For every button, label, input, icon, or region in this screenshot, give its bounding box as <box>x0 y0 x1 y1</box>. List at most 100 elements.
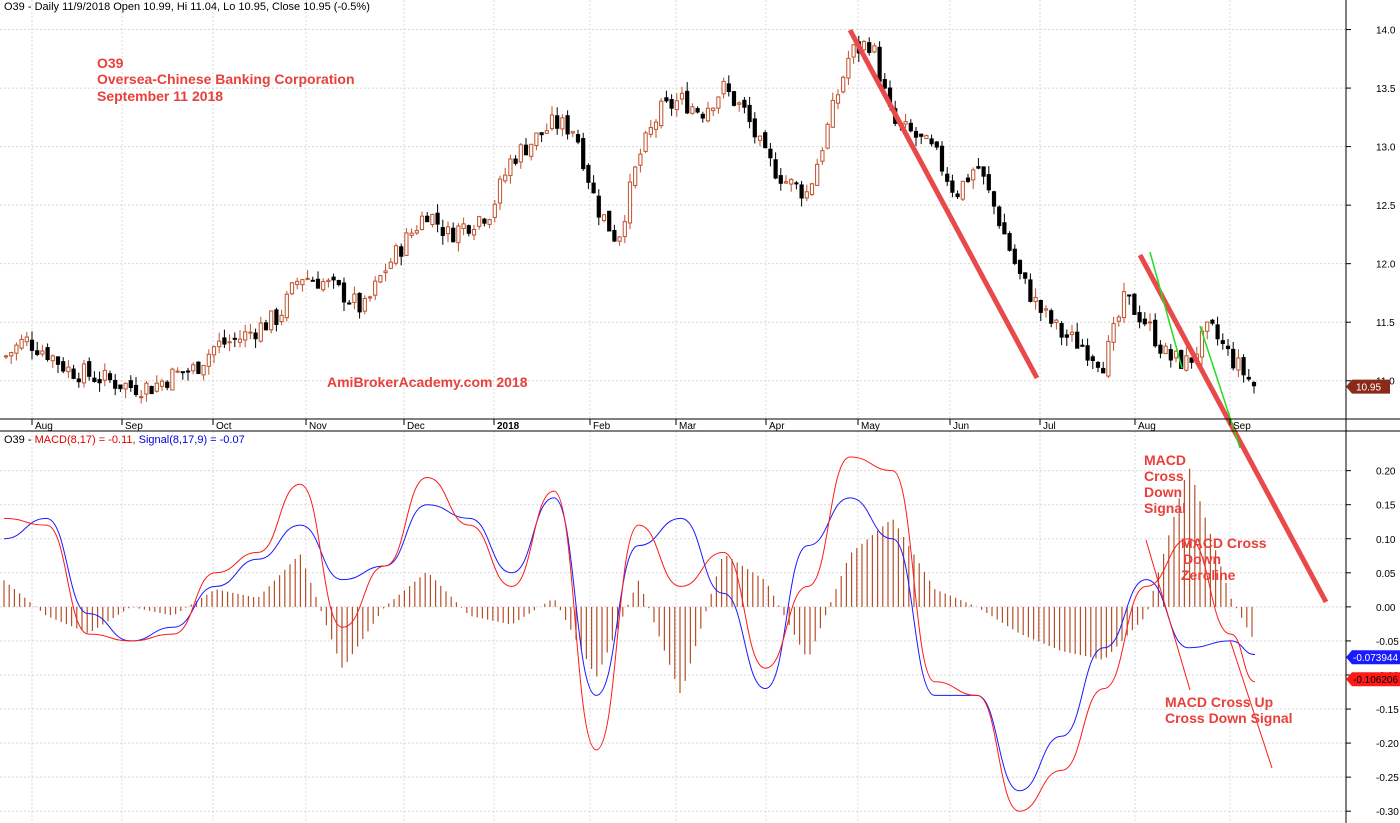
candle-body <box>87 361 92 377</box>
candle-body <box>310 279 315 282</box>
candle-body <box>237 338 243 343</box>
signal-header-label: Signal(8,17,9) = -0.07 <box>138 434 245 446</box>
candle-body <box>1028 279 1033 302</box>
candle-body <box>92 377 97 382</box>
candle-body <box>367 296 373 299</box>
x-tick-label: Oct <box>216 421 232 432</box>
candle-body <box>591 182 596 194</box>
candle-body <box>357 292 362 313</box>
candle-body <box>305 277 310 280</box>
candle-body <box>81 363 87 384</box>
candle-body <box>789 178 794 185</box>
candle-body <box>1241 357 1246 376</box>
candle-body <box>1059 323 1064 338</box>
candle-body <box>596 195 601 218</box>
candle-body <box>1075 331 1080 349</box>
candle-body <box>622 221 627 238</box>
candle-body <box>1043 308 1049 311</box>
candle-body <box>45 347 50 360</box>
candle-body <box>451 227 456 243</box>
macd-histogram <box>3 468 1253 694</box>
x-tick-label: Nov <box>309 421 327 432</box>
macd-cross-up-annotation: MACD Cross Up Cross Down Signal <box>1165 694 1293 726</box>
candle-body <box>393 245 399 264</box>
x-tick-label: 2018 <box>497 421 520 432</box>
candle-body <box>841 76 846 93</box>
annotation-line: Zeroline <box>1181 567 1236 583</box>
x-axis-labels: Aug Sep Oct Nov Dec 2018 Feb Mar Apr May Jun Jul Aug… <box>31 419 1251 432</box>
candle-body <box>971 169 976 181</box>
candle-body <box>778 175 783 184</box>
candle-body <box>76 378 81 383</box>
candle-body <box>24 336 29 343</box>
candle-body <box>378 275 383 283</box>
candle-body <box>757 135 763 141</box>
candle-body <box>331 276 336 281</box>
candle-body <box>9 352 14 357</box>
candle-body <box>248 331 253 334</box>
candle-body <box>456 225 461 244</box>
candle-body <box>1023 272 1028 279</box>
candle-body <box>1054 319 1059 323</box>
candle-body <box>159 380 165 387</box>
candle-body <box>201 364 206 376</box>
macd-tick-label: 0.20 <box>1376 467 1396 478</box>
candle-body <box>123 382 128 390</box>
candle-body <box>1007 233 1012 251</box>
candle-body <box>14 344 19 354</box>
macd-value-tag-label: -0.106206 <box>1353 675 1398 686</box>
candle-body <box>1080 344 1085 347</box>
macd-tick-label: -0.05 <box>1376 637 1399 648</box>
candle-body <box>217 340 222 348</box>
candle-body <box>1184 355 1189 371</box>
candle-body <box>882 79 887 89</box>
candle-body <box>97 379 102 384</box>
candle-body <box>700 113 705 119</box>
candle-body <box>1142 318 1147 325</box>
candle-body <box>690 106 695 114</box>
candle-body <box>991 191 997 207</box>
candle-body <box>1251 382 1257 387</box>
candle-body <box>113 379 118 389</box>
candle-body <box>118 384 123 390</box>
candle-body <box>1090 356 1095 362</box>
candle-body <box>414 230 419 234</box>
macd-tick-label: -0.15 <box>1376 705 1399 716</box>
candle-body <box>154 382 159 392</box>
macd-header: O39 - MACD(8,17) = -0.11, Signal(8,17,9)… <box>4 434 245 446</box>
candle-body <box>601 214 607 222</box>
candle-body <box>466 225 471 234</box>
candle-body <box>1038 299 1043 313</box>
candle-body <box>638 153 643 166</box>
candle-body <box>555 115 560 129</box>
candle-body <box>643 132 648 152</box>
candle-body <box>809 183 815 195</box>
candle-body <box>851 44 856 58</box>
candle-body <box>326 279 331 283</box>
candle-body <box>523 144 529 156</box>
candle-body <box>1246 376 1251 380</box>
x-tick-label: Feb <box>593 421 611 432</box>
candle-body <box>929 138 934 145</box>
candle-body <box>487 219 492 225</box>
candle-body <box>919 133 924 137</box>
candle-body <box>716 96 721 109</box>
candle-body <box>35 350 40 355</box>
candle-body <box>1069 331 1075 336</box>
candle-body <box>1002 222 1007 235</box>
candle-body <box>373 280 378 296</box>
annotation-line: MACD <box>1144 452 1186 468</box>
candle-body <box>3 355 9 358</box>
candle-body <box>518 144 523 163</box>
candle-body <box>1017 259 1023 275</box>
candle-body <box>102 369 107 381</box>
signal-value-tag-label: -0.073944 <box>1353 653 1398 664</box>
candle-body <box>1111 323 1116 343</box>
candle-body <box>581 138 586 170</box>
macd-cross-pointer <box>1229 639 1273 769</box>
candle-body <box>570 131 575 134</box>
candle-body <box>799 184 804 199</box>
candle-body <box>269 310 274 331</box>
candle-body <box>149 385 154 395</box>
